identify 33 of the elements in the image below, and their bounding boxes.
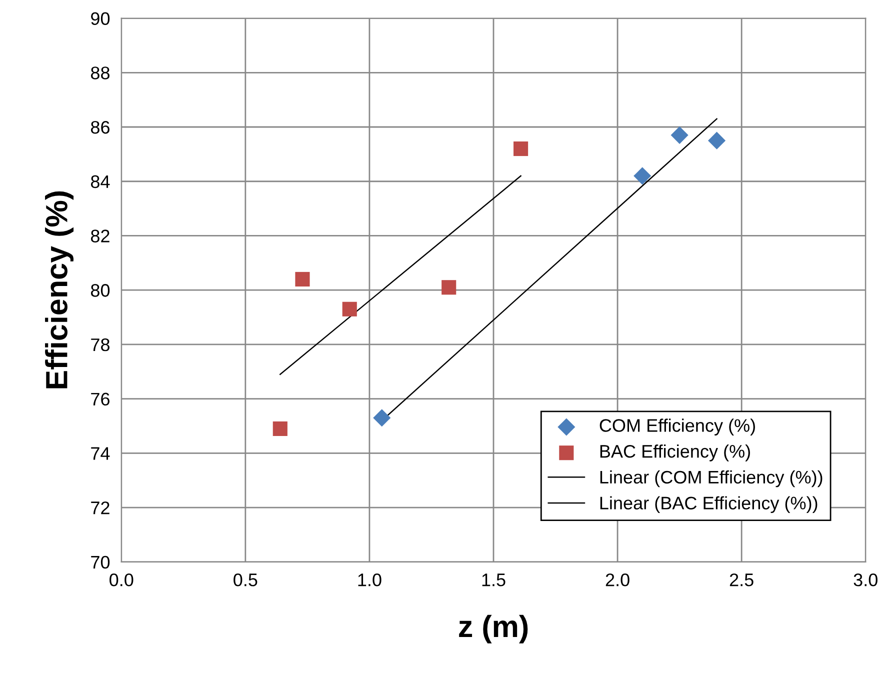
x-tick-label: 0.5 (234, 574, 258, 586)
legend-label: Linear (COM Efficiency (%)) (600, 470, 822, 488)
y-tick-label: 86 (90, 120, 110, 134)
y-tick-label: 90 (91, 12, 110, 25)
y-tick-label: 88 (90, 66, 110, 80)
legend-label: Linear (BAC Efficiency (%)) (600, 496, 818, 514)
y-tick-label: 78 (91, 338, 110, 352)
point (272, 421, 288, 436)
point (295, 272, 310, 287)
y-axis-title: Efficiency (%) (45, 191, 74, 388)
x-axis-title: z (m) (459, 614, 528, 644)
y-tick-label: 84 (90, 175, 110, 188)
x-tick-label: 0.0 (110, 574, 134, 586)
point (342, 302, 357, 316)
y-tick-label: 72 (91, 501, 110, 514)
x-tick-label: 3.0 (854, 574, 878, 586)
point (670, 126, 688, 144)
point (514, 141, 528, 156)
x-tick-label: 1.0 (358, 574, 382, 586)
y-tick-label: 80 (90, 284, 110, 297)
x-tick-label: 2.0 (606, 574, 630, 586)
y-tick-label: 70 (91, 556, 110, 569)
point (708, 132, 726, 150)
y-tick-label: 82 (90, 230, 110, 242)
legend-label: BAC Efficiency (%) (600, 444, 750, 462)
point (442, 280, 456, 295)
y-tick-label: 74 (91, 447, 110, 460)
legend-label: COM Efficiency (%) (600, 418, 755, 436)
x-tick-label: 2.5 (730, 574, 754, 586)
point (634, 167, 652, 185)
point (373, 409, 391, 427)
x-tick-label: 1.5 (482, 574, 506, 586)
y-tick-label: 76 (91, 392, 110, 406)
